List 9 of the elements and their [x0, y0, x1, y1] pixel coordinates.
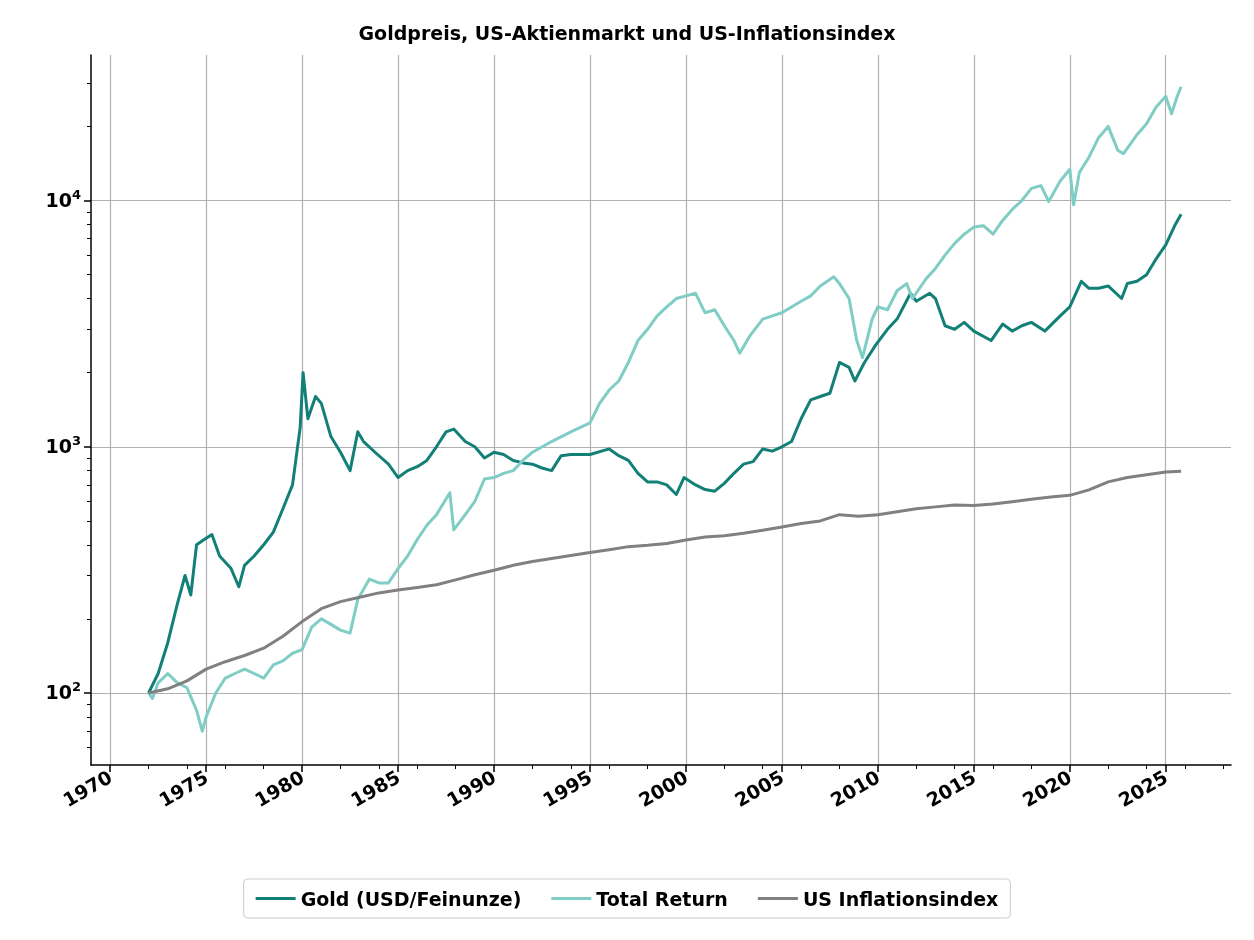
legend-label: US Inflationsindex: [802, 887, 999, 910]
y-tick-label: 10$^{2}$: [45, 678, 81, 705]
y-tick-label: 10$^{4}$: [45, 186, 81, 213]
chart-title: Goldpreis, US-Aktienmarkt und US-Inflationsindex: [358, 21, 896, 44]
line-series: [147, 469, 1183, 695]
line-series: [147, 85, 1183, 733]
y-tick-label: 10$^{3}$: [45, 432, 81, 459]
legend-label: Gold (USD/Feinunze): [300, 887, 522, 910]
legend-label: Total Return: [596, 887, 728, 910]
